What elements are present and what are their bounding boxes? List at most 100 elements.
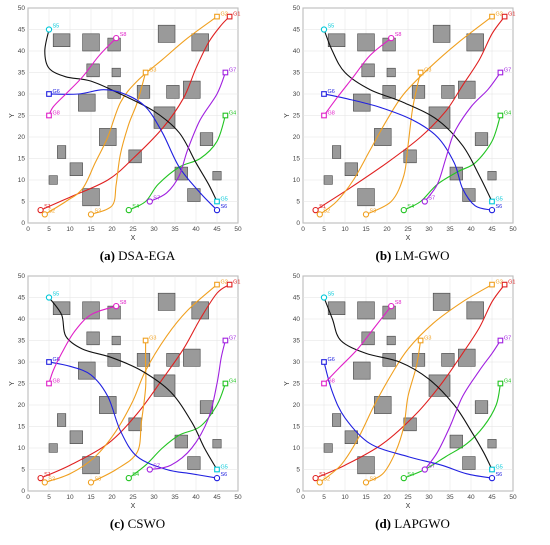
goal-marker-g3	[417, 69, 424, 76]
y-tick-label: 15	[293, 424, 301, 431]
obstacle	[411, 85, 426, 99]
path-s7	[149, 340, 226, 471]
obstacle	[199, 132, 214, 146]
caption-letter: (a)	[99, 248, 115, 263]
start-marker-s4	[400, 206, 407, 214]
obstacle	[166, 85, 180, 99]
start-marker-s5	[320, 294, 328, 301]
start-label: S3	[95, 208, 102, 214]
goal-label: G3	[149, 68, 156, 74]
goal-marker-g2	[214, 13, 220, 20]
goal-label: G5	[221, 197, 228, 203]
x-tick-label: 10	[341, 226, 349, 233]
goal-label: G5	[496, 197, 503, 203]
goal-label: G3	[424, 336, 431, 342]
goal-marker-g6	[46, 359, 52, 365]
y-tick-label: 15	[293, 156, 301, 163]
obstacle	[78, 93, 96, 112]
x-axis-label: X	[131, 503, 136, 510]
obstacle	[487, 439, 497, 449]
goal-label: G4	[504, 379, 511, 385]
y-tick-label: 0	[296, 220, 300, 227]
goal-label: G3	[149, 336, 156, 342]
x-tick-label: 5	[322, 226, 326, 233]
obstacle	[487, 171, 497, 181]
start-label: S1	[319, 472, 326, 478]
y-axis-label: Y	[9, 381, 16, 386]
y-tick-label: 25	[18, 113, 26, 120]
x-tick-label: 25	[129, 494, 137, 501]
start-label: S8	[395, 32, 402, 38]
caption-title: DSA-EGA	[118, 248, 176, 263]
path-s4	[128, 383, 226, 479]
x-tick-label: 45	[213, 494, 221, 501]
x-tick-label: 35	[446, 494, 454, 501]
goal-marker-g6	[46, 91, 52, 97]
obstacle	[111, 67, 121, 78]
obstacle	[111, 335, 121, 346]
obstacle	[212, 439, 222, 449]
goal-marker-g1	[226, 13, 233, 20]
y-tick-label: 45	[18, 295, 26, 302]
obstacle	[107, 353, 121, 367]
obstacle	[466, 301, 484, 320]
x-tick-label: 20	[108, 494, 116, 501]
goal-marker-g6	[321, 91, 327, 97]
obstacle	[403, 149, 417, 164]
goal-label: G6	[53, 357, 60, 363]
obstacle	[48, 175, 58, 185]
start-label: S7	[428, 464, 435, 470]
goal-marker-g2	[489, 281, 495, 288]
x-tick-label: 15	[87, 494, 95, 501]
start-label: S3	[370, 476, 377, 482]
obstacle	[187, 456, 201, 470]
goal-marker-g4	[497, 112, 504, 119]
path-s5	[323, 297, 493, 470]
path-s5	[44, 29, 218, 202]
x-tick-label: 0	[301, 494, 305, 501]
obstacle	[432, 292, 451, 311]
goal-label: G6	[328, 357, 335, 363]
x-tick-label: 5	[322, 494, 326, 501]
path-s3	[90, 340, 147, 483]
panel-c: 0 5 10 15 20 25 30 35 40 45 50 0 5 10 15 20 25 30 35 40 45 50…	[0, 268, 275, 540]
start-marker-s4	[400, 474, 407, 482]
obstacle	[386, 335, 396, 346]
x-tick-label: 30	[425, 494, 433, 501]
obstacle	[474, 132, 489, 146]
obstacle	[166, 353, 180, 367]
path-s1	[315, 16, 506, 211]
y-tick-label: 10	[18, 177, 26, 184]
goal-marker-g3	[142, 69, 149, 76]
x-tick-label: 50	[509, 226, 517, 233]
panel-a: 0 5 10 15 20 25 30 35 40 45 50 0 5 10 15 20 25 30 35 40 45 50…	[0, 0, 275, 272]
obstacle	[386, 67, 396, 78]
start-marker-s8	[113, 302, 120, 310]
obstacle	[357, 188, 375, 207]
x-axis-label: X	[406, 503, 411, 510]
x-tick-label: 25	[404, 494, 412, 501]
start-marker-s3	[362, 479, 370, 486]
goal-marker-g7	[222, 337, 229, 344]
x-tick-label: 0	[301, 226, 305, 233]
goal-label: G5	[221, 465, 228, 471]
x-tick-label: 0	[26, 226, 30, 233]
goal-label: G2	[496, 12, 503, 18]
start-marker-s3	[362, 211, 370, 218]
caption-c: (c) CSWO	[0, 516, 275, 532]
x-tick-label: 40	[467, 494, 475, 501]
obstacle	[462, 188, 476, 202]
start-marker-s1	[312, 474, 319, 482]
path-s6	[323, 361, 493, 479]
caption-a: (a) DSA-EGA	[0, 248, 275, 264]
goal-label: G2	[221, 280, 228, 286]
goal-label: G7	[229, 336, 236, 342]
start-label: S2	[323, 208, 330, 214]
obstacle	[128, 417, 142, 432]
x-tick-label: 40	[467, 226, 475, 233]
y-tick-label: 45	[293, 27, 301, 34]
goal-marker-g1	[501, 13, 508, 20]
y-tick-label: 5	[21, 199, 25, 206]
obstacle	[466, 33, 484, 52]
